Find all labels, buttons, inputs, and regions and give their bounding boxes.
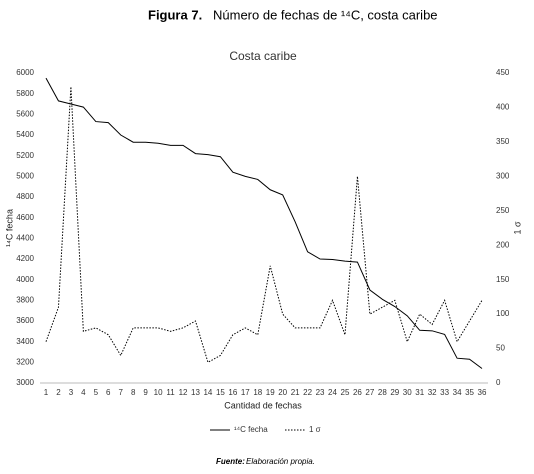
y2-tick-label: 350	[496, 137, 510, 146]
y-tick-label: 5400	[16, 130, 34, 139]
y2-tick-label: 150	[496, 275, 510, 284]
x-tick-label: 33	[440, 388, 449, 397]
y-tick-label: 5000	[16, 171, 34, 180]
x-tick-label: 7	[119, 388, 124, 397]
x-tick-label: 27	[365, 388, 374, 397]
legend-label: 1 σ	[309, 425, 321, 434]
y2-tick-label: 100	[496, 309, 510, 318]
y2-tick-label: 0	[496, 378, 501, 387]
y-tick-label: 4200	[16, 254, 34, 263]
x-tick-label: 3	[69, 388, 74, 397]
x-tick-label: 9	[143, 388, 148, 397]
x-tick-label: 18	[253, 388, 262, 397]
x-tick-label: 36	[478, 388, 487, 397]
y-tick-label: 4800	[16, 192, 34, 201]
x-axis-label: Cantidad de fechas	[224, 400, 302, 410]
y2-tick-label: 400	[496, 103, 510, 112]
x-tick-label: 11	[166, 388, 175, 397]
x-tick-label: 15	[216, 388, 225, 397]
x-tick-label: 5	[94, 388, 99, 397]
y-tick-label: 3200	[16, 357, 34, 366]
x-tick-label: 24	[328, 388, 337, 397]
x-tick-label: 14	[203, 388, 212, 397]
x-tick-label: 30	[403, 388, 412, 397]
x-tick-label: 28	[378, 388, 387, 397]
y-tick-label: 3600	[16, 316, 34, 325]
y-tick-label: 3800	[16, 295, 34, 304]
x-tick-label: 13	[191, 388, 200, 397]
x-tick-label: 19	[266, 388, 275, 397]
legend-label: ¹⁴C fecha	[234, 425, 268, 434]
x-tick-label: 10	[154, 388, 163, 397]
series-line	[45, 86, 483, 364]
figure-title: Número de fechas de ¹⁴C, costa caribe	[213, 7, 438, 22]
x-tick-label: 1	[44, 388, 49, 397]
x-tick-label: 17	[241, 388, 250, 397]
y2-tick-label: 50	[496, 344, 505, 353]
x-tick-label: 22	[303, 388, 312, 397]
source-label: Fuente:	[216, 457, 245, 466]
y2-tick-label: 250	[496, 206, 510, 215]
x-tick-label: 16	[228, 388, 237, 397]
x-tick-label: 21	[291, 388, 300, 397]
y2-axis-label: 1 σ	[512, 221, 522, 235]
x-tick-label: 20	[278, 388, 287, 397]
y-tick-label: 4600	[16, 213, 34, 222]
y2-tick-label: 300	[496, 171, 510, 180]
chart-title: Costa caribe	[229, 49, 297, 63]
source-text: Elaboración propia.	[246, 457, 315, 466]
y-tick-label: 4400	[16, 233, 34, 242]
x-tick-label: 32	[428, 388, 437, 397]
series-line	[45, 77, 483, 369]
y-tick-label: 6000	[16, 68, 34, 77]
figure-label: Figura 7.	[148, 7, 202, 22]
y-tick-label: 3000	[16, 378, 34, 387]
x-tick-label: 12	[179, 388, 188, 397]
x-tick-label: 34	[453, 388, 462, 397]
x-tick-label: 29	[390, 388, 399, 397]
x-tick-label: 6	[106, 388, 111, 397]
y-tick-label: 5200	[16, 151, 34, 160]
y-axis-label: ¹⁴C fecha	[4, 209, 14, 247]
x-tick-label: 4	[81, 388, 86, 397]
x-tick-label: 35	[465, 388, 474, 397]
y2-tick-label: 450	[496, 68, 510, 77]
y-tick-label: 5600	[16, 109, 34, 118]
y-tick-label: 4000	[16, 275, 34, 284]
x-tick-label: 26	[353, 388, 362, 397]
x-tick-label: 25	[341, 388, 350, 397]
x-tick-label: 8	[131, 388, 136, 397]
x-tick-label: 2	[56, 388, 61, 397]
y2-tick-label: 200	[496, 240, 510, 249]
x-tick-label: 31	[415, 388, 424, 397]
x-tick-label: 23	[316, 388, 325, 397]
y-tick-label: 5800	[16, 89, 34, 98]
y-tick-label: 3400	[16, 337, 34, 346]
